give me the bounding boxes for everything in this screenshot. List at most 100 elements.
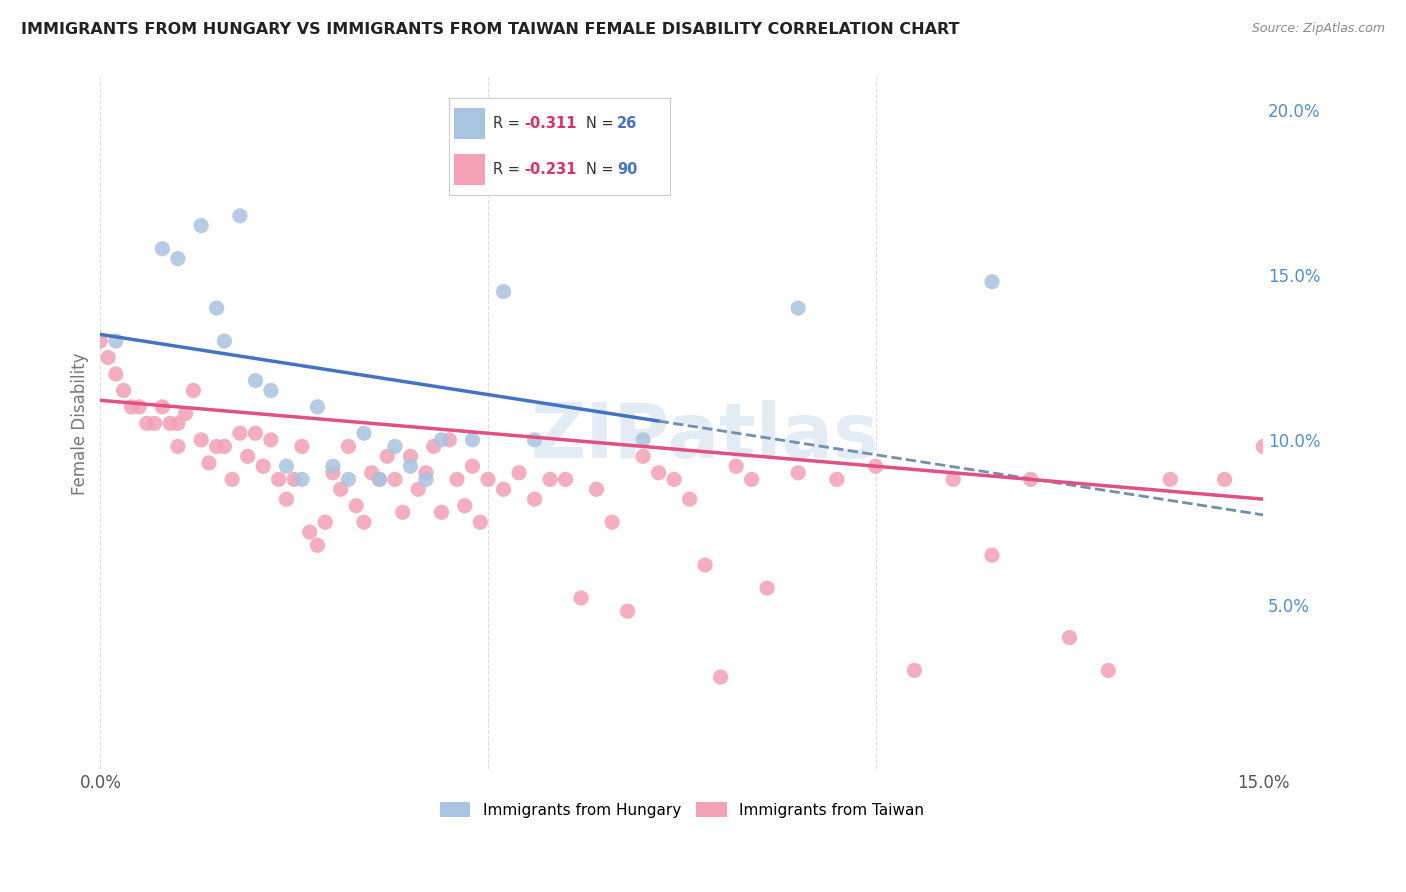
Point	[1346, 472, 1368, 486]
Point	[353, 515, 375, 529]
Point	[337, 472, 360, 486]
Point	[1392, 472, 1406, 486]
Point	[981, 275, 1004, 289]
Point	[167, 439, 190, 453]
Point	[143, 417, 166, 431]
Point	[600, 515, 623, 529]
Point	[430, 433, 453, 447]
Point	[406, 483, 429, 497]
Point	[190, 433, 212, 447]
Point	[662, 472, 685, 486]
Point	[276, 492, 298, 507]
Point	[353, 426, 375, 441]
Point	[245, 426, 267, 441]
Point	[236, 450, 259, 464]
Point	[322, 466, 344, 480]
Point	[787, 466, 810, 480]
Point	[523, 433, 546, 447]
Point	[1268, 459, 1291, 474]
Y-axis label: Female Disability: Female Disability	[72, 352, 89, 495]
Point	[523, 492, 546, 507]
Point	[415, 466, 437, 480]
Point	[298, 525, 321, 540]
Point	[1315, 466, 1337, 480]
Point	[616, 604, 638, 618]
Point	[267, 472, 290, 486]
Point	[446, 472, 468, 486]
Point	[120, 400, 142, 414]
Legend: Immigrants from Hungary, Immigrants from Taiwan: Immigrants from Hungary, Immigrants from…	[433, 796, 929, 824]
Point	[150, 400, 173, 414]
Point	[554, 472, 576, 486]
Point	[368, 472, 391, 486]
Point	[229, 209, 252, 223]
Point	[710, 670, 733, 684]
Point	[415, 472, 437, 486]
Point	[725, 459, 748, 474]
Point	[477, 472, 499, 486]
Point	[283, 472, 305, 486]
Point	[384, 439, 406, 453]
Point	[422, 439, 444, 453]
Point	[375, 450, 398, 464]
Point	[245, 374, 267, 388]
Point	[205, 439, 228, 453]
Point	[291, 439, 314, 453]
Point	[198, 456, 221, 470]
Point	[97, 351, 120, 365]
Point	[337, 439, 360, 453]
Text: ZIPatlas: ZIPatlas	[531, 401, 879, 475]
Point	[756, 581, 779, 595]
Point	[314, 515, 336, 529]
Point	[391, 505, 413, 519]
Point	[787, 301, 810, 315]
Point	[538, 472, 561, 486]
Text: Source: ZipAtlas.com: Source: ZipAtlas.com	[1251, 22, 1385, 36]
Point	[205, 301, 228, 315]
Point	[825, 472, 848, 486]
Point	[1159, 472, 1181, 486]
Point	[368, 472, 391, 486]
Point	[741, 472, 763, 486]
Point	[439, 433, 461, 447]
Point	[291, 472, 314, 486]
Point	[430, 505, 453, 519]
Point	[344, 499, 367, 513]
Point	[981, 548, 1004, 562]
Point	[1059, 631, 1081, 645]
Point	[1368, 472, 1391, 486]
Point	[631, 433, 654, 447]
Point	[1330, 450, 1353, 464]
Point	[307, 400, 329, 414]
Point	[104, 367, 127, 381]
Point	[631, 450, 654, 464]
Point	[360, 466, 382, 480]
Point	[214, 439, 236, 453]
Point	[260, 433, 283, 447]
Point	[276, 459, 298, 474]
Point	[470, 515, 492, 529]
Point	[167, 417, 190, 431]
Point	[221, 472, 243, 486]
Point	[183, 384, 205, 398]
Point	[585, 483, 607, 497]
Point	[307, 538, 329, 552]
Point	[159, 417, 181, 431]
Point	[1213, 472, 1236, 486]
Point	[678, 492, 700, 507]
Point	[461, 433, 484, 447]
Point	[1253, 439, 1275, 453]
Point	[150, 242, 173, 256]
Point	[260, 384, 283, 398]
Point	[492, 285, 515, 299]
Text: IMMIGRANTS FROM HUNGARY VS IMMIGRANTS FROM TAIWAN FEMALE DISABILITY CORRELATION : IMMIGRANTS FROM HUNGARY VS IMMIGRANTS FR…	[21, 22, 959, 37]
Point	[135, 417, 157, 431]
Point	[399, 459, 422, 474]
Point	[322, 459, 344, 474]
Point	[399, 450, 422, 464]
Point	[128, 400, 150, 414]
Point	[1284, 472, 1306, 486]
Point	[190, 219, 212, 233]
Point	[647, 466, 669, 480]
Point	[1019, 472, 1042, 486]
